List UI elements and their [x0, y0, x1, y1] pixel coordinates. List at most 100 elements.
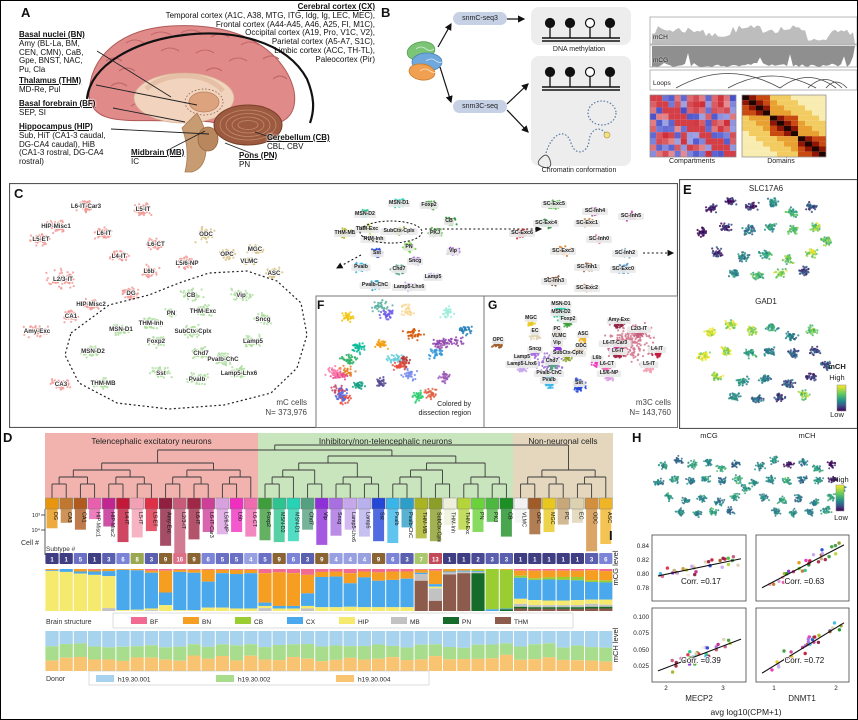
subtype-count: 1 — [462, 558, 466, 564]
cluster-label: L6-CT — [147, 241, 165, 248]
cluster-label: L6b — [143, 268, 154, 275]
cell-type-name: CB — [506, 512, 512, 520]
brain-structure-bars — [45, 569, 613, 611]
label: Lamp5-Lhx6 — [507, 361, 537, 367]
gene-mecp2: MECP2 — [685, 694, 713, 703]
corr-value: Corr. =0.39 — [681, 656, 721, 665]
label: ODC — [575, 343, 587, 349]
cell-type-name: Vip — [322, 512, 328, 520]
label: SC-Exc2 — [576, 285, 598, 291]
label: PKJ — [430, 230, 440, 236]
region-label-hippocampus: Hippocampus (HIP) Sub, HiT (CA1-3 caudal,… — [19, 122, 106, 167]
label: Pvalb — [354, 264, 368, 270]
region-label-pons: Pons (PN) PN — [239, 151, 277, 170]
subtype-count: 1 — [65, 558, 69, 564]
label: PN — [405, 244, 412, 250]
subtype-count: 3 — [505, 558, 509, 564]
structure-legend-title: Brain structure — [46, 619, 92, 626]
cell-type-name: Pvalb-ChC — [407, 512, 413, 538]
gad1-dots — [696, 319, 832, 404]
cell-type-name: CA3 — [66, 512, 72, 523]
region-title: Basal forebrain (BF) — [19, 99, 96, 108]
subtype-count: 4 — [363, 558, 367, 564]
label: THM-Inh — [363, 236, 384, 242]
label: Sst — [373, 250, 381, 256]
cell-type-name: THM-Inh — [450, 512, 456, 533]
corr-value: Corr. =0.17 — [681, 577, 721, 586]
mcg-umap-dots — [653, 454, 752, 519]
label: L4-IT — [651, 346, 663, 352]
group-title: Non-neuronal cells — [528, 436, 597, 446]
cell-type-leaves: DG CA3 CA1 HIP-Misc1 HIP-Misc2 L4-IT L5-IT L5-E… — [45, 497, 613, 555]
region-abbrevs: SEP, SI — [19, 107, 46, 117]
subtype-count: 16 — [176, 558, 183, 564]
cluster-label: L5/6-NP — [175, 260, 198, 267]
cluster-label: HIP-Misc2 — [76, 301, 106, 308]
sc-tsne-labels: SC-Exc5 SC-Inh4 SC-Exc4 SC-Exc1 SC-Inh5 SC-Ex… — [509, 201, 644, 292]
m3c-cells-count: N= 143,760 — [629, 408, 671, 417]
cell-type-name: L5-IT — [137, 512, 143, 525]
label: Vip — [449, 248, 457, 254]
xtick: 3 — [721, 685, 725, 692]
xtick: 2 — [834, 685, 838, 692]
structure-code: MB — [410, 619, 420, 626]
domains-caption: Domains — [767, 158, 795, 165]
cluster-label: Pvalb-ChC — [207, 356, 239, 363]
cluster-label: ODC — [199, 231, 213, 238]
region-abbrevs: Pu, Cla — [19, 65, 46, 75]
cell-type-name: PN — [478, 512, 484, 520]
cell-type-name: HIP-Misc2 — [109, 512, 115, 537]
region-label-basal: Basal nuclei (BN) Amy (BL-La, BM, CEN, CMN… — [19, 30, 85, 75]
region-title: Thalamus (THM) — [19, 76, 82, 85]
loops-track-label: Loops — [653, 80, 671, 87]
region-abbrevs: MD-Re, Pul — [19, 84, 61, 94]
subtype-count: 5 — [263, 558, 267, 564]
label: L6-IT-Car3 — [603, 340, 628, 346]
panel-i-label: I — [609, 528, 613, 543]
label: SC-Exc0 — [612, 266, 634, 272]
region-abbrevs: Sub, HiT (CA1-3 caudal, — [19, 130, 106, 140]
subtype-count: 9 — [192, 558, 196, 564]
region-abbrevs: PN — [239, 159, 251, 169]
cluster-label: THM-Inh — [139, 320, 164, 327]
scatter-plots: Corr. =0.17 Corr. =0.63 Corr. =0.39 Corr. =… — [651, 534, 850, 683]
label: MGC — [525, 315, 537, 321]
label: SC-Inh1 — [577, 264, 597, 270]
label: MSN-D2 — [551, 309, 570, 315]
cortex-label-block: Cerebral cortex (CX) Temporal cortex (A1C… — [149, 2, 375, 65]
mch-colorbar-title: mCH — [828, 362, 846, 371]
donor-name: h19.30.004 — [358, 677, 391, 684]
snm3c-seq-pill: snm3C-seq — [453, 100, 507, 113]
subtype-count: 9 — [164, 558, 168, 564]
region-title: Midbrain (MB) — [131, 148, 185, 157]
h-colorbar-low: Low — [834, 513, 848, 522]
label: Amy-Exc — [608, 317, 630, 323]
region-label-basal: Basal forebrain (BF) SEP, SI — [19, 99, 96, 118]
subtype-count: 1 — [50, 558, 54, 564]
subtype-count: 9 — [278, 558, 282, 564]
tick-1e3: 10³ — [32, 513, 40, 519]
cell-type-name: Sst — [379, 512, 385, 520]
cell-type-name: L6-IT — [194, 512, 200, 525]
label: Vip — [553, 340, 561, 346]
cluster-label: Amy-Exc — [24, 328, 51, 335]
cell-type-name: CA1 — [80, 512, 86, 523]
cell-type-name: Sncg — [336, 512, 342, 524]
panel-c-label: C — [14, 186, 24, 201]
cell-type-name: MSN-D2 — [279, 512, 285, 533]
mc-cells-note: mC cells — [276, 398, 307, 407]
cluster-label: Lamp5 — [243, 338, 264, 345]
compartments-caption: Compartments — [669, 158, 715, 165]
label: SC-Inh3 — [544, 278, 564, 284]
panel-a-label: A — [21, 5, 31, 20]
cluster-label: ASC — [267, 270, 281, 277]
gene-dnmt1: DNMT1 — [788, 694, 816, 703]
cortex-sublabel: Paleocortex (Pir) — [315, 54, 375, 64]
cell-type-name: Pvalb — [393, 512, 399, 526]
structure-code: THM — [514, 619, 528, 626]
cell-count-label: Cell # — [21, 540, 39, 547]
label: SC-Inh5 — [621, 213, 641, 219]
cell-count-axis: 10³ 10⁴ Cell # — [21, 509, 46, 555]
